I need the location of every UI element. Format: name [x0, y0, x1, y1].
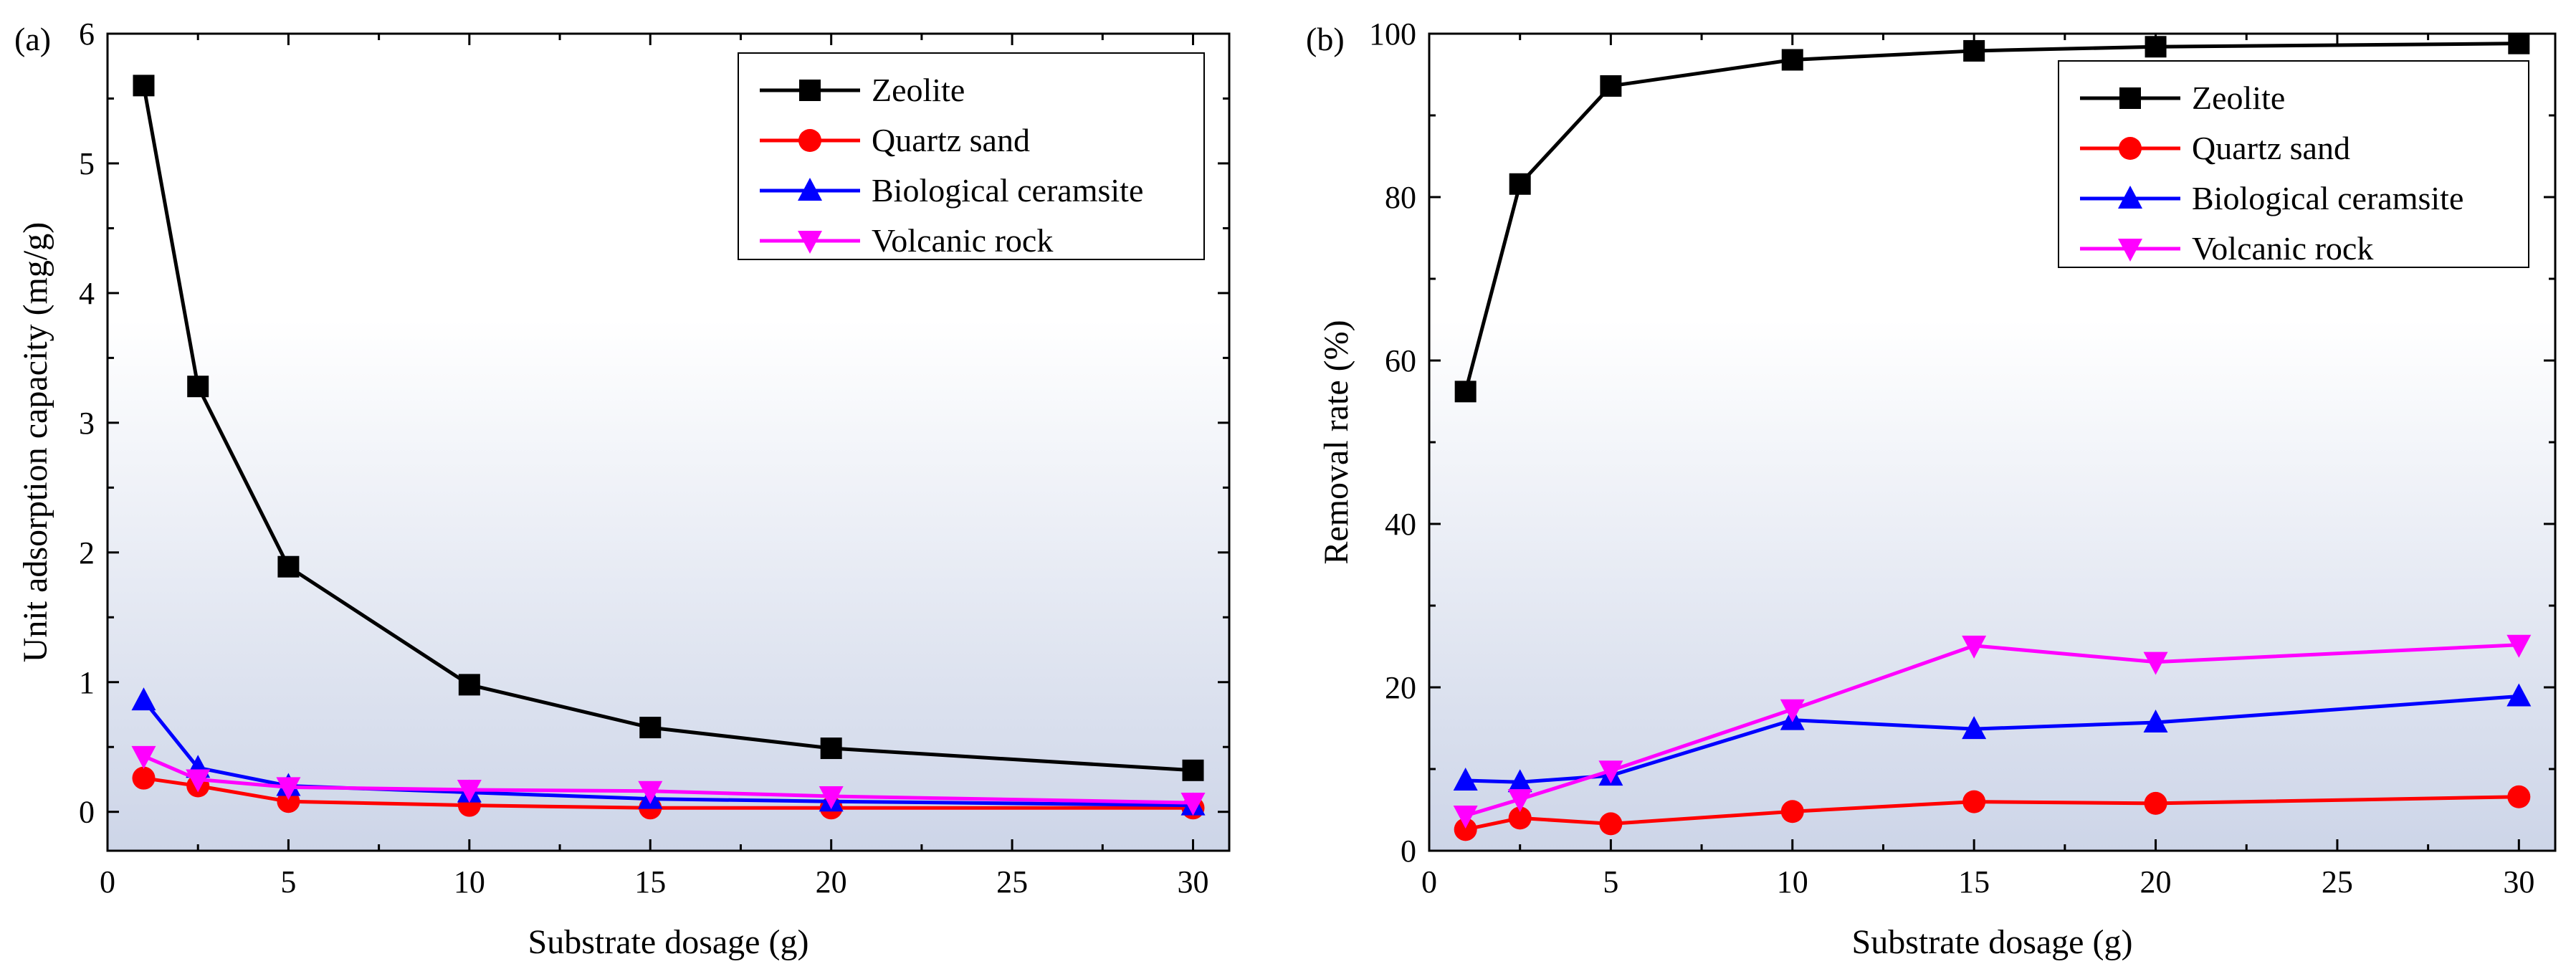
data-point-zeolite	[1454, 381, 1477, 403]
data-point-zeolite	[1182, 759, 1204, 781]
data-point-zeolite	[2508, 32, 2530, 54]
data-point-zeolite	[1963, 39, 1985, 62]
legend-marker	[799, 80, 821, 101]
legend: Zeolite Quartz sand Biological ceramsite Vo…	[2058, 60, 2529, 268]
y-tick-label: 3	[79, 406, 95, 441]
legend-marker	[2118, 186, 2142, 209]
data-point-quartz-sand	[1780, 800, 1804, 824]
legend-label: Quartz sand	[2192, 130, 2350, 166]
legend-marker	[798, 178, 822, 201]
data-point-zeolite	[820, 738, 842, 760]
y-tick-label: 40	[1385, 507, 1416, 542]
panel-a-chart: 0 5 10 15 20 25 30 0 1 2 3 4 5 6 Substrate dosage (g) U…	[14, 16, 1231, 961]
data-point-volcanic-rock	[1180, 793, 1206, 816]
legend-label: Volcanic rock	[872, 222, 1053, 259]
data-point-zeolite	[458, 674, 480, 696]
data-point-zeolite	[187, 376, 209, 398]
x-tick-label: 25	[996, 864, 1028, 899]
x-tick-label: 5	[1603, 864, 1618, 899]
x-tick-label: 5	[280, 864, 296, 899]
data-point-quartz-sand	[1454, 818, 1477, 841]
legend-label: Quartz sand	[872, 122, 1030, 158]
x-axis-title: Substrate dosage (g)	[528, 923, 809, 961]
data-point-volcanic-rock	[2143, 651, 2168, 675]
panel-label: (b)	[1306, 21, 1345, 57]
data-point-zeolite	[133, 75, 155, 97]
y-tick-label: 1	[79, 665, 95, 700]
data-point-volcanic-rock	[131, 745, 156, 769]
legend-label: Volcanic rock	[2192, 230, 2373, 267]
legend-marker	[2119, 137, 2142, 160]
data-point-volcanic-rock	[186, 769, 211, 793]
data-point-quartz-sand	[2507, 785, 2531, 808]
legend-label: Biological ceramsite	[872, 172, 1143, 209]
y-tick-label: 80	[1385, 180, 1416, 215]
data-point-biological-ceramsite	[131, 687, 156, 711]
data-point-volcanic-rock	[1507, 789, 1532, 813]
legend-marker	[798, 231, 822, 254]
x-tick-label: 25	[2322, 864, 2353, 899]
data-point-zeolite	[639, 717, 662, 739]
y-tick-label: 0	[1401, 834, 1416, 869]
data-point-biological-ceramsite	[2506, 683, 2532, 707]
data-point-quartz-sand	[1599, 812, 1623, 836]
data-point-biological-ceramsite	[1453, 767, 1478, 791]
y-axis-title: Unit adsorption capacity (mg/g)	[16, 222, 54, 663]
x-tick-label: 30	[2503, 864, 2534, 899]
data-point-zeolite	[1781, 49, 1803, 71]
x-tick-label: 15	[634, 864, 666, 899]
data-point-volcanic-rock	[1598, 760, 1623, 784]
x-tick-label: 15	[1958, 864, 1990, 899]
data-point-volcanic-rock	[2506, 634, 2532, 658]
x-tick-label: 0	[1421, 864, 1437, 899]
y-tick-label: 4	[79, 276, 95, 311]
plot-frame	[106, 32, 1231, 852]
x-tick-label: 10	[1777, 864, 1808, 899]
x-tick-label: 0	[100, 864, 115, 899]
legend-label: Biological ceramsite	[2192, 180, 2463, 216]
data-point-zeolite	[277, 555, 300, 578]
data-point-quartz-sand	[1508, 806, 1532, 830]
data-point-volcanic-rock	[1453, 805, 1478, 829]
data-point-biological-ceramsite	[1962, 716, 1987, 740]
y-tick-label: 2	[79, 535, 95, 571]
x-tick-label: 30	[1178, 864, 1209, 899]
data-point-volcanic-rock	[457, 779, 482, 803]
legend: Zeolite Quartz sand Biological ceramsite Vo…	[738, 52, 1205, 260]
data-point-biological-ceramsite	[2143, 710, 2168, 733]
data-point-volcanic-rock	[819, 786, 844, 809]
y-tick-label: 5	[79, 146, 95, 181]
legend-marker	[798, 129, 821, 152]
data-point-quartz-sand	[132, 766, 156, 790]
x-tick-label: 20	[816, 864, 847, 899]
legend-marker	[2119, 87, 2141, 109]
x-tick-label: 20	[2140, 864, 2172, 899]
y-tick-label: 0	[79, 795, 95, 830]
data-point-zeolite	[2145, 36, 2167, 58]
y-tick-label: 20	[1385, 670, 1416, 705]
legend-marker	[2118, 239, 2142, 262]
y-tick-label: 100	[1369, 16, 1416, 52]
data-point-volcanic-rock	[276, 777, 301, 801]
y-axis-title: Removal rate (%)	[1317, 320, 1355, 564]
data-point-biological-ceramsite	[1507, 769, 1532, 793]
data-point-volcanic-rock	[638, 781, 663, 804]
x-axis-title: Substrate dosage (g)	[1852, 923, 2133, 961]
legend-label: Zeolite	[872, 72, 965, 108]
y-tick-label: 60	[1385, 343, 1416, 378]
data-point-zeolite	[1509, 173, 1531, 195]
y-tick-label: 6	[79, 16, 95, 52]
panel-b-chart: 0 5 10 15 20 25 30 0 20 40 60 80 100 Substrate dosage…	[1306, 16, 2557, 961]
data-point-volcanic-rock	[1780, 699, 1805, 722]
data-point-quartz-sand	[1962, 790, 1986, 813]
x-tick-label: 10	[454, 864, 485, 899]
data-point-quartz-sand	[2144, 791, 2167, 815]
data-point-zeolite	[1600, 75, 1622, 97]
panel-label: (a)	[14, 21, 51, 57]
data-point-volcanic-rock	[1962, 635, 1987, 659]
legend-label: Zeolite	[2192, 80, 2285, 116]
